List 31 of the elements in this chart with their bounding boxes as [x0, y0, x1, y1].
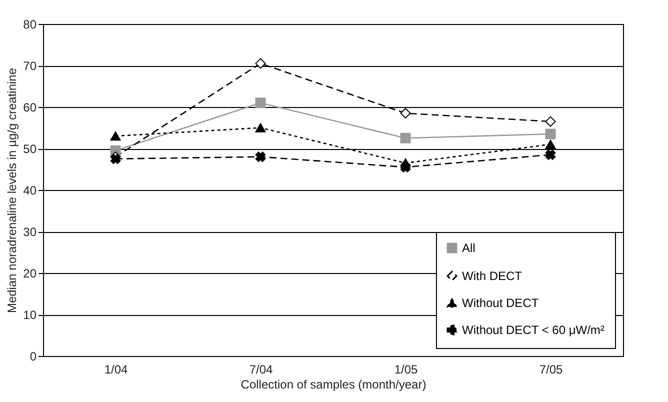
y-axis-title: Median noradrenaline levels in µg/g creatinine [5, 68, 20, 314]
x-tick-label: 1/05 [394, 362, 418, 376]
point [545, 140, 556, 149]
legend-label: Without DECT [462, 296, 540, 310]
point [400, 108, 411, 118]
point [545, 150, 556, 160]
point [110, 131, 121, 141]
x-tick-label: 7/04 [249, 362, 273, 376]
point [255, 98, 266, 108]
x-axis-title: Collection of samples (month/year) [240, 378, 426, 392]
y-tick-label: 70 [23, 59, 37, 73]
y-tick-label: 80 [23, 18, 37, 32]
point [545, 128, 556, 140]
legend-label: Without DECT < 60 μW/m² [462, 323, 604, 337]
y-tick-label: 60 [23, 100, 37, 114]
point [255, 123, 266, 132]
x-tick-label: 7/05 [539, 362, 563, 376]
y-tick-label: 40 [23, 184, 37, 198]
point [255, 152, 266, 162]
y-tick-label: 0 [30, 350, 37, 364]
x-tick-label: 1/04 [104, 362, 128, 376]
point [255, 58, 266, 69]
y-tick-label: 50 [23, 142, 37, 156]
legend-label: All [462, 241, 476, 255]
y-tick-label: 20 [23, 266, 37, 280]
point [400, 132, 411, 144]
point [545, 116, 556, 127]
legend-label: With DECT [462, 269, 523, 283]
y-tick-label: 10 [23, 308, 37, 322]
point [400, 162, 411, 172]
y-tick-label: 30 [23, 225, 37, 239]
